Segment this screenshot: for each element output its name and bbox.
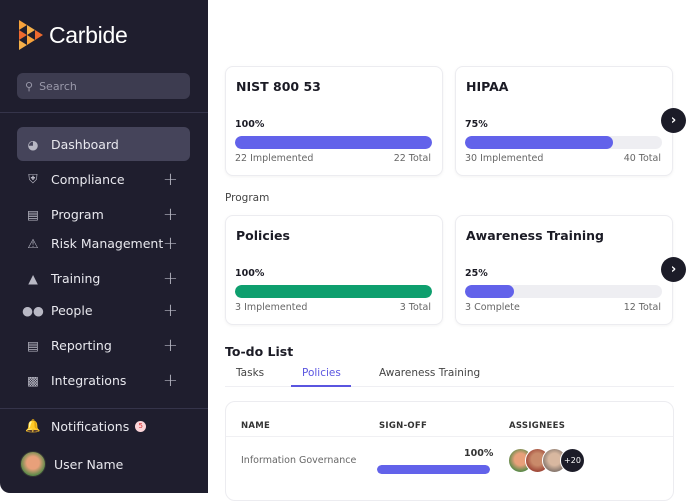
complete-count: 3 Complete xyxy=(465,302,520,313)
sidebar-item-label: People xyxy=(51,302,93,318)
people-icon: ●● xyxy=(22,302,44,318)
next-arrow-button[interactable]: › xyxy=(661,108,686,133)
progress-bar xyxy=(465,285,662,298)
column-header-assignees: ASSIGNEES xyxy=(509,421,566,431)
implemented-count: 3 Implemented xyxy=(235,302,308,313)
card-percent: 25% xyxy=(465,268,488,279)
user-name: User Name xyxy=(54,456,124,472)
chevron-right-icon: › xyxy=(670,262,677,277)
sidebar-item-label: Notifications xyxy=(51,418,130,434)
sidebar-item-label: Reporting xyxy=(51,337,112,353)
notification-count-badge: 5 xyxy=(135,420,147,432)
program-section-label: Program xyxy=(225,192,270,204)
sidebar-item-label: Training xyxy=(51,270,101,286)
sidebar-item-risk-management[interactable]: ⚠ Risk Management + xyxy=(17,226,190,260)
tabs-divider xyxy=(225,386,674,387)
progress-bar xyxy=(235,136,432,149)
shield-icon: ⛨ xyxy=(28,171,38,186)
signoff-progress-bar xyxy=(377,465,490,474)
program-card-policies[interactable]: Policies 100% 3 Implemented 3 Total xyxy=(225,215,443,325)
total-count: 40 Total xyxy=(623,153,661,164)
sidebar-item-label: Compliance xyxy=(51,171,125,187)
total-count: 22 Total xyxy=(393,153,431,164)
sidebar-item-people[interactable]: ●● People + xyxy=(17,293,190,327)
card-title: NIST 800 53 xyxy=(236,79,321,94)
card-percent: 75% xyxy=(465,119,488,130)
sidebar-item-label: Risk Management xyxy=(51,235,164,251)
policies-table: NAME SIGN-OFF ASSIGNEES Information Gove… xyxy=(225,401,674,501)
implemented-count: 30 Implemented xyxy=(465,153,544,164)
next-arrow-button[interactable]: › xyxy=(661,257,686,282)
progress-fill xyxy=(465,285,515,298)
sidebar-item-notifications[interactable]: 🔔 Notifications 5 xyxy=(17,409,190,443)
framework-card-nist[interactable]: NIST 800 53 100% 22 Implemented 22 Total xyxy=(225,66,443,176)
header-divider xyxy=(226,436,673,437)
expand-plus-icon[interactable]: + xyxy=(162,232,178,254)
brand-name: Carbide xyxy=(49,21,128,48)
divider xyxy=(0,408,208,409)
expand-plus-icon[interactable]: + xyxy=(162,267,178,289)
expand-plus-icon[interactable]: + xyxy=(162,168,178,190)
sidebar-item-integrations[interactable]: ▩ Integrations + xyxy=(17,363,190,397)
clipboard-icon: ▤ xyxy=(27,206,39,222)
progress-bar xyxy=(465,136,662,149)
column-header-name: NAME xyxy=(241,421,271,431)
search-placeholder: Search xyxy=(39,79,77,93)
sidebar-item-training[interactable]: ▲ Training + xyxy=(17,261,190,295)
chart-icon: ▤ xyxy=(27,337,39,353)
sidebar-item-label: Integrations xyxy=(51,372,127,388)
tab-awareness-training[interactable]: Awareness Training xyxy=(379,367,481,379)
progress-bar xyxy=(235,285,432,298)
total-count: 12 Total xyxy=(623,302,661,313)
graduation-cap-icon: ▲ xyxy=(28,270,38,286)
expand-plus-icon[interactable]: + xyxy=(162,369,178,391)
program-card-awareness-training[interactable]: Awareness Training 25% 3 Complete 12 Tot… xyxy=(455,215,673,325)
search-icon: ⚲ xyxy=(25,79,34,93)
progress-fill xyxy=(377,465,490,474)
bell-icon: 🔔 xyxy=(25,418,41,433)
gauge-icon: ◕ xyxy=(27,136,39,152)
user-profile[interactable]: User Name xyxy=(20,447,193,481)
logo[interactable]: Carbide xyxy=(17,20,128,50)
sidebar-item-label: Program xyxy=(51,206,104,222)
card-title: HIPAA xyxy=(466,79,509,94)
progress-fill xyxy=(235,285,432,298)
sidebar-item-reporting[interactable]: ▤ Reporting + xyxy=(17,328,190,362)
sidebar-item-label: Dashboard xyxy=(51,136,119,152)
total-count: 3 Total xyxy=(399,302,431,313)
sidebar-item-dashboard[interactable]: ◕ Dashboard xyxy=(17,127,190,161)
policy-name[interactable]: Information Governance xyxy=(241,455,357,466)
card-title: Policies xyxy=(236,228,290,243)
signoff-percent: 100% xyxy=(464,448,494,459)
sidebar-item-compliance[interactable]: ⛨ Compliance + xyxy=(17,162,190,196)
chevron-right-icon: › xyxy=(670,113,677,128)
card-percent: 100% xyxy=(235,119,265,130)
active-tab-indicator xyxy=(291,385,351,387)
todo-title: To-do List xyxy=(225,344,294,359)
divider xyxy=(0,112,208,113)
tab-tasks[interactable]: Tasks xyxy=(236,367,265,379)
puzzle-icon: ▩ xyxy=(27,372,39,388)
column-header-sign-off: SIGN-OFF xyxy=(379,421,428,431)
card-title: Awareness Training xyxy=(466,228,604,243)
implemented-count: 22 Implemented xyxy=(235,153,314,164)
warning-icon: ⚠ xyxy=(27,235,39,251)
sidebar: Carbide ⚲ Search ◕ Dashboard ⛨ Compliance +… xyxy=(0,0,208,493)
avatar xyxy=(20,451,46,477)
expand-plus-icon[interactable]: + xyxy=(162,299,178,321)
card-percent: 100% xyxy=(235,268,265,279)
expand-plus-icon[interactable]: + xyxy=(162,203,178,225)
framework-card-hipaa[interactable]: HIPAA 75% 30 Implemented 40 Total xyxy=(455,66,673,176)
search-input[interactable]: ⚲ Search xyxy=(17,73,190,99)
more-assignees-badge[interactable]: +20 xyxy=(560,448,585,473)
tab-policies[interactable]: Policies xyxy=(302,367,341,379)
sidebar-item-program[interactable]: ▤ Program + xyxy=(17,197,190,231)
progress-fill xyxy=(235,136,432,149)
carbide-logo-icon xyxy=(19,20,43,50)
progress-fill xyxy=(465,136,613,149)
expand-plus-icon[interactable]: + xyxy=(162,334,178,356)
